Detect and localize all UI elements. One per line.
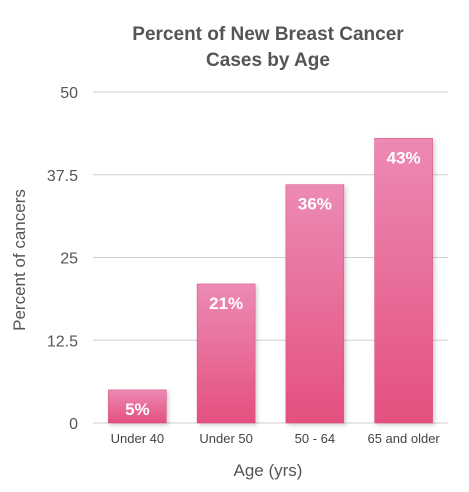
y-axis-ticks: 0 12.5 25 37.5 50 bbox=[47, 85, 78, 433]
bar bbox=[285, 184, 345, 424]
bar-value-label: 5% bbox=[125, 400, 150, 419]
x-tick-label: 65 and older bbox=[367, 431, 440, 446]
bar-value-label: 36% bbox=[298, 195, 332, 214]
bar bbox=[374, 138, 433, 424]
bar bbox=[196, 283, 256, 424]
x-axis-ticks: Under 40 Under 50 50 - 64 65 and older bbox=[111, 431, 441, 446]
y-tick-label: 50 bbox=[60, 85, 78, 102]
bar-value-label: 21% bbox=[209, 294, 243, 313]
y-tick-label: 12.5 bbox=[47, 333, 78, 350]
x-tick-label: Under 50 bbox=[199, 431, 252, 446]
bars: 5% 21% 36% 43% bbox=[108, 138, 433, 424]
y-tick-label: 0 bbox=[69, 416, 78, 433]
chart-title-line-1: Percent of New Breast Cancer bbox=[132, 24, 404, 45]
x-tick-label: 50 - 64 bbox=[295, 431, 335, 446]
bar-value-label: 43% bbox=[387, 148, 421, 167]
y-tick-label: 37.5 bbox=[47, 168, 78, 185]
x-axis-label: Age (yrs) bbox=[234, 461, 303, 480]
bar bbox=[108, 389, 167, 424]
y-tick-label: 25 bbox=[60, 251, 78, 268]
chart-title-line-2: Cases by Age bbox=[206, 50, 330, 71]
y-axis-label: Percent of cancers bbox=[10, 189, 29, 331]
x-tick-label: Under 40 bbox=[111, 431, 164, 446]
